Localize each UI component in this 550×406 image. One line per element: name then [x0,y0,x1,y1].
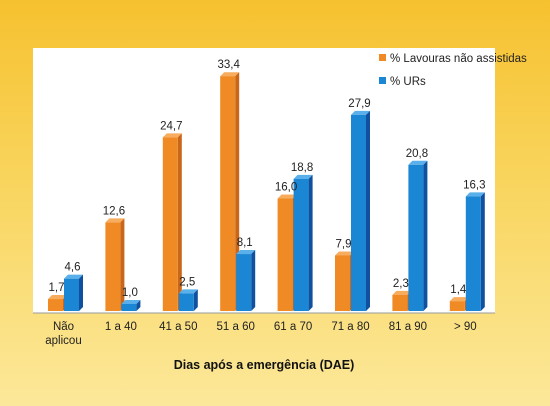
bar-lavouras-8-top [449,297,469,302]
x-tick-label-8-line-1: > 90 [454,321,477,333]
bar-urs-4 [236,250,256,311]
bar-lavouras-3 [162,133,182,311]
data-label-urs-5: 18,8 [291,162,313,174]
bar-lavouras-1-top [48,295,67,300]
bar-urs-2-front [121,303,137,311]
x-tick-label-2: 1 a 40 [105,321,137,333]
bar-lavouras-3-front [162,137,178,311]
data-label-lavouras-8: 1,4 [450,284,467,296]
bar-lavouras-1-front [48,299,63,311]
legend: % Lavouras não assistidas % URs [379,53,527,88]
x-tick-label-6-line-1: 71 a 80 [331,321,369,333]
bar-lavouras-5-top [277,194,297,199]
bar-urs-8 [465,192,485,311]
bar-urs-6-front [351,114,366,311]
bar-urs-4-top [236,250,256,255]
bar-lavouras-3-side [177,133,182,311]
bar-lavouras-2-top [105,218,125,223]
x-tick-label-3: 41 a 50 [159,321,197,333]
bar-urs-1-front [64,278,79,311]
data-label-lavouras-6: 7,9 [336,238,352,250]
bar-lavouras-4-side [235,72,240,311]
bar-urs-1 [64,274,83,311]
bar-urs-1-side [79,274,83,311]
bar-urs-5-front [293,178,309,311]
data-label-lavouras-1: 1,7 [49,282,65,294]
x-tick-label-5: 61 a 70 [274,321,312,333]
bar-urs-3-side [193,289,198,311]
bar-urs-4-front [236,254,252,311]
x-tick-label-1-line-1: Não [53,321,74,333]
bar-urs-5-top [293,174,313,179]
bar-urs-7-top [408,160,428,165]
bar-lavouras-5-front [277,198,293,311]
bar-urs-5-side [308,174,313,311]
data-label-lavouras-2: 12,6 [103,205,125,217]
bar-lavouras-4-top [220,72,240,77]
legend-swatch-lavouras [379,54,386,61]
bar-urs-3 [178,289,198,311]
bar-lavouras-6-top [335,251,354,256]
bar-urs-1-top [64,274,83,279]
bar-urs-7-front [408,164,424,311]
x-tick-label-6: 71 a 80 [331,321,369,333]
x-tick-label-4: 51 a 60 [217,321,255,333]
bar-lavouras-2-side [120,218,125,311]
bar-urs-6 [351,110,370,311]
data-label-lavouras-4: 33,4 [218,59,241,71]
x-axis-title: Dias após a emergência (DAE) [174,358,355,372]
bar-lavouras-3-top [162,133,182,138]
x-tick-label-7: 81 a 90 [389,321,427,333]
data-label-urs-6: 27,9 [348,98,370,110]
bar-lavouras-8-front [449,301,465,311]
x-tick-label-2-line-1: 1 a 40 [105,321,137,333]
bar-urs-2-top [121,299,141,304]
bar-urs-7 [408,160,428,311]
legend-label-lavouras: % Lavouras não assistidas [390,53,527,65]
bar-urs-6-side [366,110,370,311]
data-label-lavouras-5: 16,0 [275,182,297,194]
bar-urs-8-front [465,196,481,311]
x-tick-label-4-line-1: 51 a 60 [217,321,255,333]
x-tick-label-7-line-1: 81 a 90 [389,321,427,333]
data-label-urs-4: 8,1 [237,237,253,249]
x-tick-label-1-line-2: aplicou [45,335,81,347]
x-tick-label-3-line-1: 41 a 50 [159,321,197,333]
data-label-urs-3: 2,5 [179,276,195,288]
bar-urs-6-top [351,110,370,115]
bar-urs-3-front [178,293,194,311]
bar-lavouras-4 [220,72,240,311]
data-label-lavouras-7: 2,3 [393,278,409,290]
data-label-lavouras-3: 24,7 [160,120,182,132]
bar-urs-7-side [423,160,428,311]
bar-urs-3-top [178,289,198,294]
x-tick-label-1: Não aplicou [45,321,81,347]
bar-lavouras-7-top [392,290,412,295]
data-labels-layer: 1,74,6 12,6 1,0 24,7 2,5 33,4 8,1 16,0 18,8 7,9 27… [49,59,486,299]
bar-urs-2-side [136,299,141,311]
data-label-urs-8: 16,3 [463,179,485,191]
x-tick-label-8: > 90 [454,321,477,333]
data-label-urs-1: 4,6 [65,262,81,274]
legend-label-urs: % URs [390,76,426,88]
bar-urs-5 [293,174,313,311]
bar-urs-2 [121,299,141,311]
bar-urs-8-top [465,192,485,197]
data-label-urs-7: 20,8 [406,148,428,160]
bar-lavouras-7-front [392,294,408,311]
bar-lavouras-6-front [335,255,350,311]
bar-lavouras-4-front [220,76,236,311]
bar-urs-4-side [251,250,256,311]
bars-layer [48,72,485,311]
x-tick-label-5-line-1: 61 a 70 [274,321,312,333]
bar-lavouras-2 [105,218,125,311]
bar-lavouras-2-front [105,222,121,311]
data-label-urs-2: 1,0 [122,287,138,299]
bar-urs-8-side [480,192,485,311]
x-tick-labels: Não aplicou 1 a 40 41 a 50 51 a 60 61 a 70 71 … [45,321,476,347]
legend-swatch-urs [379,77,386,84]
